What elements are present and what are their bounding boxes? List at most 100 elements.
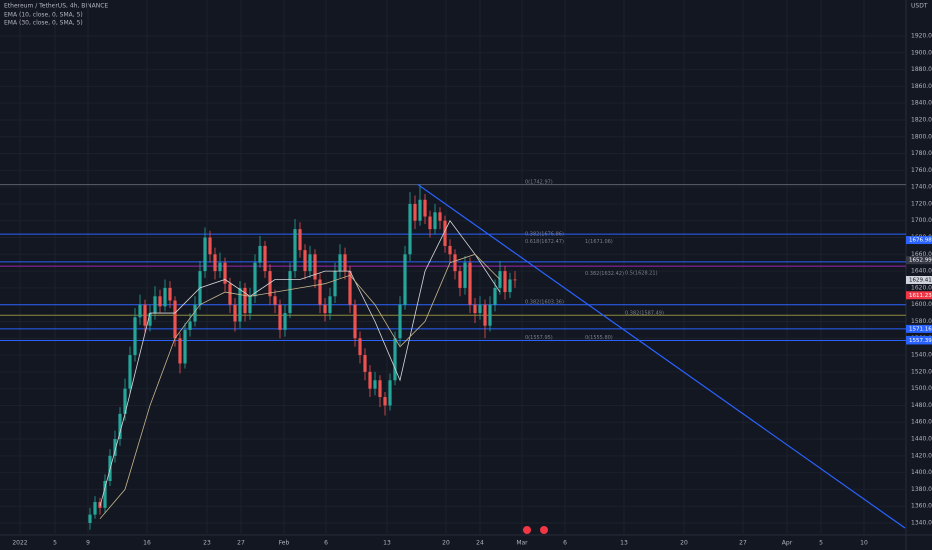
candle-body xyxy=(133,317,137,356)
x-tick-label: 13 xyxy=(620,540,628,547)
x-tick-label: 5 xyxy=(53,540,57,547)
x-tick-label: 6 xyxy=(324,540,328,547)
candle-body xyxy=(508,279,512,293)
candle-body xyxy=(468,262,472,305)
price-tag-label: 1629.41 xyxy=(909,277,932,283)
y-tick-label: 1920.00 xyxy=(911,33,932,40)
x-tick-label: 5 xyxy=(819,540,823,547)
candle-body xyxy=(298,229,302,251)
candle-body xyxy=(493,287,497,305)
legend-entry: EMA (30, close, 0, SMA, 5) xyxy=(4,20,83,27)
y-tick-label: 1460.00 xyxy=(911,419,932,426)
event-icon[interactable] xyxy=(540,526,548,534)
price-tag xyxy=(906,324,932,333)
candle-body xyxy=(398,304,402,339)
y-tick-label: 1500.00 xyxy=(911,385,932,392)
candle-body xyxy=(513,279,517,281)
candle-body xyxy=(303,250,307,272)
x-tick-label: 9 xyxy=(86,540,90,547)
candle-body xyxy=(113,439,117,456)
x-tick-label: 20 xyxy=(680,540,688,547)
y-tick-label: 1400.00 xyxy=(911,469,932,476)
candle-body xyxy=(503,271,507,293)
event-icon[interactable] xyxy=(523,526,531,534)
x-tick-label: 16 xyxy=(143,540,151,547)
y-tick-label: 1540.00 xyxy=(911,352,932,359)
fib-label: 0.618(1672.47) xyxy=(525,239,564,245)
y-tick-label: 1620.00 xyxy=(911,284,932,291)
y-tick-label: 1640.00 xyxy=(911,268,932,275)
candle-body xyxy=(428,216,432,230)
candle-body xyxy=(488,304,492,326)
candle-body xyxy=(208,237,212,255)
x-tick-label: 27 xyxy=(237,540,245,547)
price-tag-label: 1557.39 xyxy=(909,338,932,344)
candle-body xyxy=(463,262,467,288)
event-icons[interactable] xyxy=(523,526,548,534)
fib-label: 0.382(1587.49) xyxy=(625,311,664,317)
candle-body xyxy=(93,502,97,515)
candle-body xyxy=(393,338,397,381)
candle-body xyxy=(368,371,372,389)
y-tick-label: 1480.00 xyxy=(911,402,932,409)
candle-body xyxy=(178,338,182,364)
y-tick-label: 1860.00 xyxy=(911,83,932,90)
x-tick-label: 6 xyxy=(563,540,567,547)
candle-body xyxy=(433,212,437,230)
y-tick-label: 1580.00 xyxy=(911,318,932,325)
fib-label: 0.5(1628.21) xyxy=(625,270,658,276)
y-tick-label: 1660.00 xyxy=(911,251,932,258)
x-tick-label: Apr xyxy=(782,540,793,547)
fib-label: 0(1555.80) xyxy=(585,335,613,341)
candle-body xyxy=(168,287,172,301)
fib-label: 1(1671.06) xyxy=(585,239,613,245)
candle-body xyxy=(268,271,272,297)
candle-body xyxy=(233,304,237,322)
candle-body xyxy=(148,313,152,326)
x-tick-label: Feb xyxy=(279,540,290,547)
candle-body xyxy=(453,254,457,272)
y-tick-label: 1880.00 xyxy=(911,66,932,73)
candle-body xyxy=(183,329,187,364)
candle-body xyxy=(88,514,92,523)
candle-body xyxy=(248,296,252,314)
candle-body xyxy=(383,397,387,406)
candle-body xyxy=(313,254,317,280)
candle-body xyxy=(158,296,162,307)
candle-body xyxy=(123,388,127,414)
price-tag xyxy=(906,336,932,345)
candle-body xyxy=(223,262,227,284)
candle-body xyxy=(388,380,392,406)
candle-body xyxy=(373,380,377,389)
candle-body xyxy=(228,283,232,305)
candle-body xyxy=(423,199,427,217)
y-tick-label: 1360.00 xyxy=(911,503,932,510)
y-tick-label: 1340.00 xyxy=(911,520,932,527)
y-tick-label: 1780.00 xyxy=(911,150,932,157)
candle-body xyxy=(323,304,327,314)
candle-body xyxy=(328,296,332,314)
candle-body xyxy=(188,321,192,330)
candle-body xyxy=(278,304,282,330)
candle-body xyxy=(483,304,487,326)
candle-body xyxy=(438,212,442,221)
candle-body xyxy=(418,199,422,221)
candle-body xyxy=(283,313,287,330)
candle-body xyxy=(338,254,342,272)
legend-entry: EMA (10, close, 0, SMA, 5) xyxy=(4,12,83,19)
price-tag xyxy=(906,275,932,284)
x-tick-label: 2022 xyxy=(12,540,27,547)
candle-body xyxy=(218,262,222,272)
x-tick-label: 23 xyxy=(203,540,211,547)
x-tick-label: 20 xyxy=(442,540,450,547)
candle-body xyxy=(378,380,382,398)
candle-body xyxy=(258,245,262,263)
y-tick-label: 1380.00 xyxy=(911,486,932,493)
x-tick-label: 10 xyxy=(860,540,868,547)
y-tick-label: 1600.00 xyxy=(911,301,932,308)
chart-title: Ethereum / TetherUS, 4h, BINANCE xyxy=(4,3,108,10)
fib-label: 0.382(1676.86) xyxy=(525,232,564,238)
ema-line xyxy=(99,219,501,507)
currency-label: USDT xyxy=(911,3,928,10)
candle-body xyxy=(403,254,407,305)
